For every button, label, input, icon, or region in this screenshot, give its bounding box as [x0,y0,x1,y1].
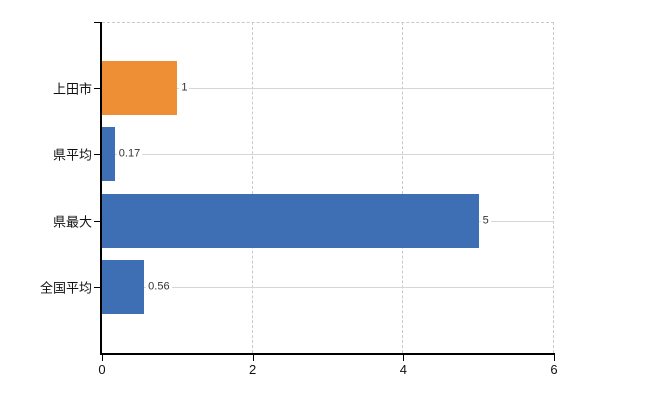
plot-top-border [102,22,554,23]
y-axis-tick [94,220,100,222]
y-tick-label: 県平均 [52,147,92,163]
x-tick-label: 4 [399,362,407,377]
y-tick-label: 上田市 [52,81,92,97]
vertical-gridline [402,22,404,353]
x-axis-tick [252,353,254,361]
y-axis-tick [94,88,100,90]
bar-value-label: 0.56 [146,280,172,294]
x-tick-label: 2 [249,362,257,377]
bar-value-label: 1 [179,81,190,95]
x-tick-label: 6 [550,362,558,377]
category-gridline [102,88,554,90]
y-axis-tick [94,286,100,288]
y-axis-tick [94,154,100,156]
x-axis-tick [554,353,555,361]
x-tick-label: 0 [98,362,106,377]
bar-value-label: 5 [480,214,491,228]
vertical-gridline [251,22,253,353]
plot-area: 1 0.17 5 0.56 上田市県平均県最大全国平均 0 2 4 6 [40,22,558,377]
vertical-gridline [553,22,554,353]
y-tick-label: 全国平均 [39,280,92,296]
category-gridline [102,154,554,156]
category-gridline [102,286,554,288]
bar-value-label: 0.17 [116,147,143,161]
bar-2 [102,127,115,182]
x-axis-tick [403,353,405,361]
y-axis-top-tick [94,22,100,23]
x-axis-tick [102,353,103,361]
bar-4 [102,259,145,314]
bar-3 [102,193,479,248]
bar-1 [102,61,178,116]
y-tick-label: 県最大 [52,214,92,230]
